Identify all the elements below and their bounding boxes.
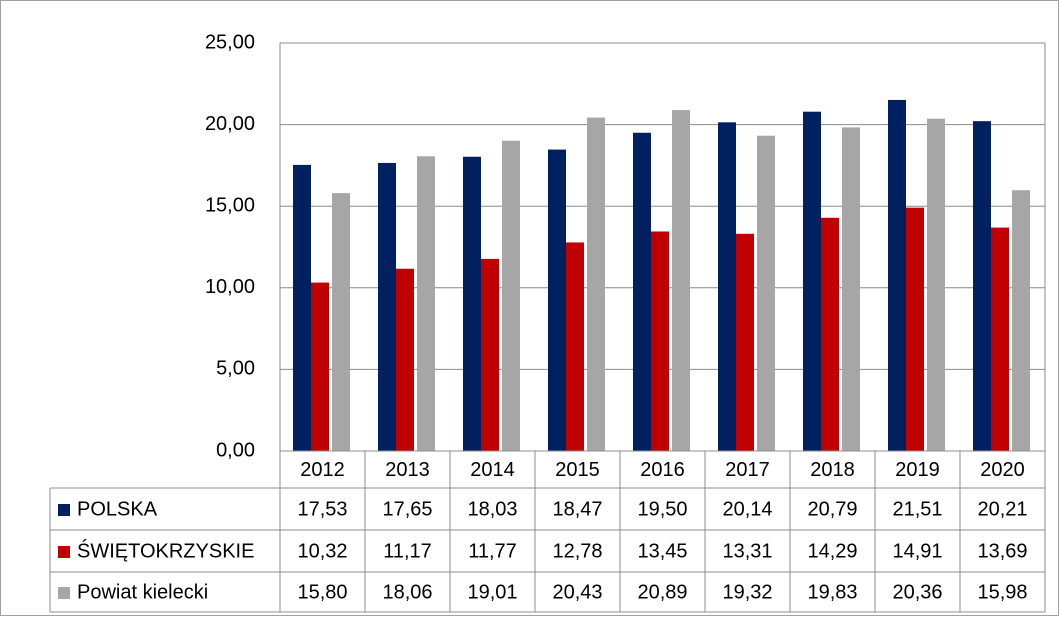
table-cell: 19,01 — [467, 581, 517, 603]
bar — [566, 242, 584, 451]
table-cell: 10,32 — [297, 540, 347, 562]
x-tick-label: 2012 — [300, 459, 345, 481]
x-tick-label: 2015 — [555, 459, 600, 481]
table-cell: 20,21 — [977, 498, 1027, 520]
table-cell: 19,83 — [807, 581, 857, 603]
table-cell: 18,06 — [382, 581, 432, 603]
bar — [548, 149, 566, 452]
table-cell: 12,78 — [552, 540, 602, 562]
table-cell: 15,80 — [297, 581, 347, 603]
table-cell: 21,51 — [892, 498, 942, 520]
x-tick-label: 2016 — [640, 459, 685, 481]
table-cell: 15,98 — [977, 581, 1027, 603]
x-tick-label: 2017 — [725, 459, 770, 481]
table-cell: 13,69 — [977, 540, 1027, 562]
bar — [736, 233, 754, 451]
table-cell: 20,36 — [892, 581, 942, 603]
bar — [803, 111, 821, 451]
table-cell: 20,14 — [722, 498, 772, 520]
x-tick-label: 2014 — [470, 459, 515, 481]
y-tick-label: 10,00 — [205, 276, 255, 298]
bar — [396, 268, 414, 451]
legend-swatch — [58, 504, 70, 516]
table-cell: 13,31 — [722, 540, 772, 562]
table-cell: 14,29 — [807, 540, 857, 562]
y-tick-label: 0,00 — [216, 439, 255, 461]
bar — [1012, 190, 1030, 451]
table-cell: 19,50 — [637, 498, 687, 520]
bar — [888, 99, 906, 452]
table-cell: 20,43 — [552, 581, 602, 603]
table-cell: 18,03 — [467, 498, 517, 520]
table-cell: 19,32 — [722, 581, 772, 603]
y-tick-label: 20,00 — [205, 113, 255, 135]
table-cell: 18,47 — [552, 498, 602, 520]
bar — [502, 140, 520, 451]
bar — [973, 121, 991, 452]
bar — [463, 156, 481, 451]
bar — [672, 110, 690, 452]
bar — [633, 132, 651, 451]
table-cell: 11,17 — [383, 540, 432, 562]
table-cell: 14,91 — [892, 540, 942, 562]
legend-label: Powiat kielecki — [77, 581, 208, 603]
table-cell: 13,45 — [637, 540, 687, 562]
y-tick-label: 5,00 — [216, 358, 255, 380]
bar — [842, 127, 860, 452]
bar — [718, 122, 736, 452]
table-cell: 17,65 — [382, 498, 432, 520]
legend-label: POLSKA — [77, 498, 158, 520]
table-cell: 17,53 — [297, 498, 347, 520]
bar — [332, 193, 350, 452]
bar — [927, 118, 945, 452]
x-tick-label: 2020 — [980, 459, 1025, 481]
y-tick-label: 25,00 — [205, 31, 255, 53]
bar — [757, 135, 775, 451]
x-tick-label: 2018 — [810, 459, 855, 481]
bar — [651, 231, 669, 451]
bar — [991, 227, 1009, 451]
legend-label: ŚWIĘTOKRZYSKIE — [77, 538, 254, 562]
bar — [417, 156, 435, 451]
legend-swatch — [58, 546, 70, 558]
x-tick-label: 2019 — [895, 459, 940, 481]
bar — [587, 117, 605, 451]
bar — [906, 207, 924, 451]
table-cell: 11,77 — [468, 540, 517, 562]
legend-swatch — [58, 587, 70, 599]
y-tick-label: 15,00 — [205, 194, 255, 216]
bar — [481, 258, 499, 451]
bar — [821, 217, 839, 451]
table-cell: 20,89 — [637, 581, 687, 603]
bar — [293, 164, 311, 451]
bar — [378, 162, 396, 451]
table-cell: 20,79 — [807, 498, 857, 520]
x-tick-label: 2013 — [385, 459, 430, 481]
bar — [311, 282, 329, 451]
